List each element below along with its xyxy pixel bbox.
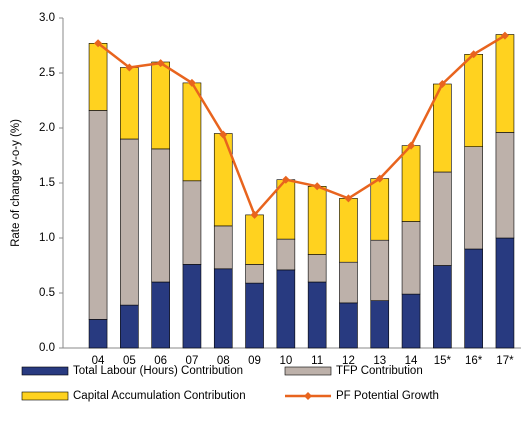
bar-segment <box>307 186 327 255</box>
y-tick-label: 2.5 <box>39 67 55 79</box>
bar-segment <box>339 198 358 263</box>
line-marker <box>438 80 447 88</box>
bar-segment <box>245 214 264 265</box>
line-marker <box>219 130 228 139</box>
line-marker <box>344 194 353 203</box>
y-tick-label: 3.0 <box>39 12 55 24</box>
line-marker <box>281 175 290 184</box>
bar-segment <box>401 145 421 222</box>
bar-segment <box>120 304 139 349</box>
bar-segment <box>120 138 139 306</box>
x-tick-label: 16* <box>465 355 483 367</box>
bar-segment <box>88 110 108 320</box>
bar-segment <box>370 178 390 241</box>
bar-segment <box>245 282 264 349</box>
legend-swatch <box>284 366 332 376</box>
line-marker <box>94 39 103 48</box>
x-tick-label: 08 <box>217 355 230 367</box>
bar-segment <box>182 180 202 265</box>
bar-segment <box>151 148 170 283</box>
x-tick-label: 14 <box>405 355 418 367</box>
y-tick-label: 0.0 <box>39 342 55 354</box>
x-tick-label: 10 <box>279 355 292 367</box>
bar-segment <box>339 261 358 304</box>
legend-swatch <box>21 391 69 401</box>
line-marker <box>250 210 259 219</box>
bar-segment <box>151 61 170 150</box>
bar-segment <box>495 237 515 349</box>
bar-segment <box>339 302 358 349</box>
y-tick-label: 0.5 <box>39 287 55 299</box>
x-tick-label: 04 <box>92 355 105 367</box>
bar-segment <box>276 269 296 349</box>
bar-segment <box>88 319 108 349</box>
legend-label: TFP Contribution <box>336 365 423 377</box>
x-tick-label: 13 <box>373 355 386 367</box>
legend-marker <box>304 392 312 400</box>
x-tick-label: 06 <box>154 355 167 367</box>
bar-segment <box>213 268 233 349</box>
bar-segment <box>276 238 296 271</box>
bar-segment <box>307 281 327 349</box>
x-tick-label: 17* <box>496 355 514 367</box>
bar-segment <box>245 264 264 284</box>
line-marker <box>125 63 134 72</box>
bar-segment <box>495 34 515 133</box>
bar-segment <box>213 225 233 270</box>
legend-label: Capital Accumulation Contribution <box>73 390 246 402</box>
y-axis-label: Rate of change y-o-y (%) <box>10 119 22 247</box>
legend-label: Total Labour (Hours) Contribution <box>73 365 243 377</box>
bar-segment <box>433 265 452 349</box>
x-tick-label: 05 <box>123 355 136 367</box>
bar-segment <box>370 239 390 301</box>
line-marker <box>156 59 165 68</box>
line-marker <box>469 50 478 59</box>
legend-label: PF Potential Growth <box>336 390 439 402</box>
bar-segment <box>182 264 202 349</box>
bar-segment <box>88 42 108 111</box>
bar-segment <box>401 293 421 349</box>
y-tick-label: 2.0 <box>39 122 55 134</box>
x-tick-label: 07 <box>186 355 199 367</box>
bar-segment <box>151 281 170 349</box>
x-tick-label: 12 <box>342 355 355 367</box>
y-tick-label: 1.0 <box>39 232 55 244</box>
line-marker <box>187 78 196 87</box>
bar-segment <box>401 221 421 295</box>
line-marker <box>375 174 384 183</box>
bar-segment <box>182 82 202 182</box>
bar-segment <box>464 146 483 250</box>
line-marker <box>500 31 509 40</box>
line <box>97 34 506 218</box>
bar-segment <box>433 171 452 266</box>
bar-segment <box>120 67 139 140</box>
x-tick-label: 15* <box>434 355 452 367</box>
y-tick-label: 1.5 <box>39 177 55 189</box>
line-marker <box>313 182 322 191</box>
x-tick-label: 11 <box>311 355 323 367</box>
bar-segment <box>495 132 515 239</box>
bar-segment <box>464 53 483 148</box>
legend-swatch <box>21 366 69 376</box>
x-tick-label: 09 <box>248 355 261 367</box>
bar-segment <box>307 254 327 283</box>
line-marker <box>407 141 416 150</box>
bar-segment <box>370 300 390 349</box>
bar-segment <box>464 248 483 349</box>
